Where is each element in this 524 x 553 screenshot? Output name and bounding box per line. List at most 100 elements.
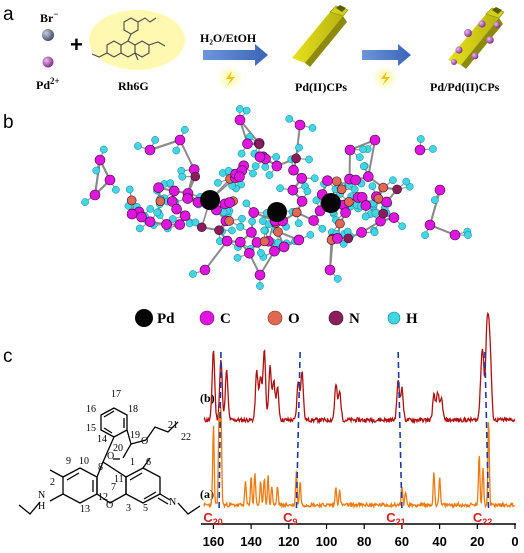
solvent-label: H₂O/EtOH xyxy=(200,31,257,45)
assignment-line-c21 xyxy=(397,351,403,513)
hydrogen-atom xyxy=(398,222,407,231)
lightning-1-icon xyxy=(226,71,235,86)
carbon-atom xyxy=(362,171,374,182)
atom-number: 18 xyxy=(128,404,138,415)
hydrogen-atom xyxy=(248,217,256,226)
pd-ii-cps-rod-icon xyxy=(292,5,349,67)
hydrogen-atom xyxy=(276,184,284,193)
legend-o-label: O xyxy=(288,311,300,327)
carbon-atom xyxy=(424,219,436,231)
hydrogen-atom xyxy=(135,224,144,233)
atom-number: 11 xyxy=(114,474,124,485)
product2-label: Pd/Pd(II)CPs xyxy=(430,80,500,94)
oxygen-atom xyxy=(373,193,384,204)
atom-number: 6 xyxy=(146,457,151,468)
hydrogen-atom xyxy=(214,179,222,187)
panel-a: a Br− Pd2+ + Rh6G H₂O xyxy=(3,4,505,94)
carbon-atom xyxy=(254,269,266,281)
nitrogen-atom xyxy=(392,184,402,195)
carbon-atom xyxy=(293,234,305,246)
legend-n-label: N xyxy=(349,311,360,327)
hydrogen-atom xyxy=(146,204,155,213)
hydrogen-atom xyxy=(294,219,303,228)
carbon-atom xyxy=(278,241,290,253)
hydrogen-atom xyxy=(416,135,425,143)
oxygen-atom xyxy=(378,182,389,193)
x-tick-label: 60 xyxy=(395,534,409,549)
hydrogen-atom xyxy=(402,177,411,186)
nitrogen-atom xyxy=(378,208,389,219)
nitrogen-atom xyxy=(254,139,265,149)
carbon-atom xyxy=(168,185,180,197)
carbon-atom xyxy=(242,138,253,150)
hydrogen-atom xyxy=(166,179,175,187)
atom-number: 1 xyxy=(130,457,135,468)
oxygen-atom xyxy=(224,216,235,226)
carbon-atom xyxy=(224,197,235,208)
carbon-label-c9: C9 xyxy=(283,510,297,527)
x-tick-label: 0 xyxy=(511,534,518,549)
hydrogen-atom xyxy=(429,145,437,153)
hydrogen-atom xyxy=(257,249,265,257)
carbon-atom xyxy=(434,184,446,196)
carbon-atom xyxy=(322,175,333,186)
atom-number: 13 xyxy=(80,504,90,515)
carbon-atom xyxy=(234,114,246,126)
hydrogen-atom xyxy=(431,196,439,204)
oxygen-atom xyxy=(344,197,354,207)
x-tick-label: 100 xyxy=(316,534,338,549)
carbon-atom xyxy=(388,212,400,223)
atom-number: 7 xyxy=(111,482,116,493)
ring-o-label: O xyxy=(106,500,113,511)
nitrogen-atom xyxy=(196,222,207,233)
nitrogen-atom xyxy=(291,153,301,164)
carbon-atom xyxy=(449,229,461,241)
legend-n-marker xyxy=(328,310,344,326)
panel-a-letter: a xyxy=(3,4,14,25)
hydrogen-atom xyxy=(191,218,200,227)
hydrogen-atom xyxy=(92,166,101,175)
bond-stick xyxy=(367,139,376,177)
hydrogen-atom xyxy=(233,253,242,262)
carbon-atom xyxy=(246,227,257,238)
carbon-atom xyxy=(369,134,381,146)
atom-number: 15 xyxy=(86,423,96,434)
plus-sign: + xyxy=(70,32,83,57)
nmr-spectra: (b) (a) 160 140 120 100 80 60 40 20 0 C20 C9 C21 C2… xyxy=(200,311,519,549)
rh6g-heteroatoms: O O O N H N xyxy=(38,436,176,512)
oxygen-atom xyxy=(331,176,342,187)
atom-number: 14 xyxy=(97,434,107,445)
carbon-atom xyxy=(89,189,101,201)
oxygen-atom xyxy=(126,195,137,206)
legend-h-marker xyxy=(387,311,401,325)
carbon-atom xyxy=(340,207,351,218)
bond-stick xyxy=(295,124,301,159)
atom-number: 10 xyxy=(79,456,89,467)
atom-number: 21 xyxy=(168,420,178,431)
carbon-assignment-labels: C20 C9 C21 C22 xyxy=(203,510,492,527)
carbon-atom xyxy=(244,247,255,259)
carbon-atom xyxy=(294,119,306,131)
carbon-atom xyxy=(414,144,426,156)
oxygen-atom xyxy=(155,196,166,206)
rh6g-structure xyxy=(18,407,201,515)
nh-n-label: N xyxy=(38,490,45,501)
carbonyl-o-label: O xyxy=(107,451,114,462)
hydrogen-atom xyxy=(251,162,260,170)
atom-number: 2 xyxy=(50,477,55,488)
legend-pd-label: Pd xyxy=(157,311,175,327)
atom-number: 22 xyxy=(181,432,191,443)
reaction-arrow-1-icon xyxy=(203,44,268,66)
bond-stick xyxy=(429,189,441,226)
oxygen-atom xyxy=(336,184,347,195)
hydrogen-atom xyxy=(272,153,281,161)
hydrogen-atom xyxy=(172,146,181,155)
hydrogen-atom xyxy=(370,228,379,237)
carbon-atom xyxy=(296,173,308,184)
carbon-atom xyxy=(161,219,172,230)
hydrogen-atom xyxy=(305,155,313,164)
hydrogen-atom xyxy=(261,163,270,171)
hydrogen-atom xyxy=(151,136,160,144)
hydrogen-atom xyxy=(308,124,317,132)
